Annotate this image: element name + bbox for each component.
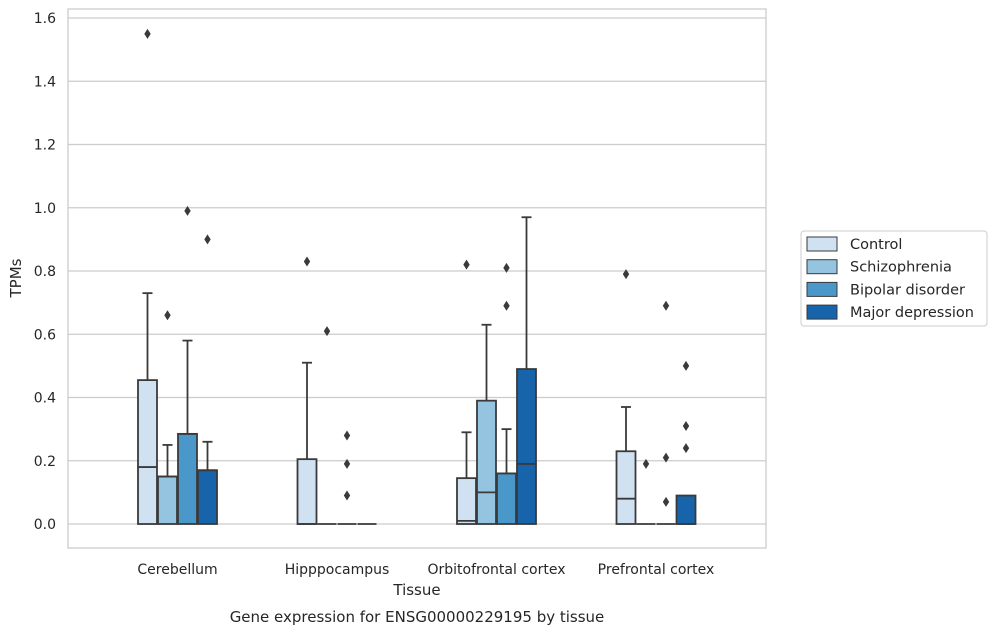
plot-background — [68, 9, 766, 548]
box-iqr — [675, 494, 697, 525]
box-schizophrenia — [636, 458, 656, 525]
box-iqr — [197, 469, 218, 525]
legend-label: Bipolar disorder — [850, 282, 965, 298]
y-tick-label: 0.0 — [34, 517, 56, 533]
box-iqr — [177, 432, 198, 525]
x-tick-label: Hipppocampus — [285, 562, 390, 578]
outlier-point — [642, 458, 650, 469]
box-control — [456, 259, 477, 525]
legend-label: Control — [850, 237, 902, 253]
box-major-depression — [197, 234, 218, 525]
box-iqr — [516, 368, 537, 525]
outlier-point — [323, 326, 331, 337]
box-iqr — [476, 399, 497, 525]
box-iqr — [615, 450, 637, 525]
outlier-point — [343, 430, 351, 441]
outlier-point — [662, 496, 670, 507]
outlier-point — [662, 300, 670, 311]
outlier-point — [204, 234, 211, 245]
box-bipolar-disorder — [177, 205, 198, 525]
box-major-depression — [516, 216, 537, 525]
outlier-point — [503, 300, 510, 311]
y-tick-label: 1.2 — [34, 138, 56, 154]
outlier-point — [662, 452, 670, 463]
outlier-point — [144, 28, 151, 39]
legend: Control Schizophrenia Bipolar disorder Majo… — [800, 230, 988, 327]
y-tick-label: 1.4 — [34, 74, 56, 90]
box-schizophrenia — [157, 310, 178, 525]
box-iqr — [456, 477, 477, 525]
box-plots — [137, 28, 697, 525]
legend-label: Schizophrenia — [850, 260, 952, 276]
legend-swatch — [806, 281, 838, 297]
box-iqr — [157, 475, 178, 525]
plot-frame — [67, 8, 767, 549]
y-tick-label: 0.8 — [34, 264, 56, 280]
outlier-point — [463, 259, 470, 270]
outlier-point — [682, 360, 690, 371]
y-tick-label: 0.2 — [34, 454, 56, 470]
x-tick-label: Cerebellum — [137, 562, 217, 578]
box-control — [296, 256, 318, 525]
box-bipolar-disorder — [337, 430, 357, 525]
y-tick-label: 0.6 — [34, 327, 56, 343]
legend-label: Major depression — [850, 305, 974, 321]
y-tick-label: 1.6 — [34, 11, 56, 27]
x-tick-label: Orbitofrontal cortex — [428, 562, 566, 578]
outlier-point — [682, 443, 690, 454]
outlier-point — [503, 262, 510, 273]
x-tick-label: Prefrontal cortex — [598, 562, 715, 578]
box-bipolar-disorder — [656, 300, 676, 525]
y-axis-label: TPMs — [7, 258, 25, 298]
x-tick-labels: Cerebellum Hipppocampus Orbitofrontal cort… — [137, 562, 714, 578]
legend-swatch — [806, 304, 838, 320]
outlier-point — [303, 256, 311, 267]
outlier-point — [343, 458, 351, 469]
box-bipolar-disorder — [496, 262, 517, 525]
box-iqr — [137, 379, 158, 525]
box-schizophrenia — [476, 323, 497, 525]
box-major-depression — [675, 360, 697, 525]
legend-swatch — [806, 236, 838, 252]
y-tick-label: 0.4 — [34, 391, 56, 407]
outlier-point — [343, 490, 351, 501]
box-iqr — [496, 472, 517, 525]
y-tick-labels: 0.0 0.2 0.4 0.6 0.8 1.0 1.2 1.4 1.6 — [34, 11, 56, 533]
outlier-point — [164, 310, 171, 321]
box-iqr — [296, 458, 318, 525]
outlier-point — [682, 420, 690, 431]
outlier-point — [184, 205, 191, 216]
box-control — [137, 28, 158, 525]
outlier-point — [622, 269, 630, 280]
box-control — [615, 269, 637, 525]
figure-caption: Gene expression for ENSG00000229195 by t… — [230, 608, 605, 626]
y-tick-label: 1.0 — [34, 201, 56, 217]
x-axis-label: Tissue — [392, 581, 440, 599]
legend-frame — [800, 230, 988, 327]
box-schizophrenia — [317, 326, 337, 525]
legend-swatch — [806, 259, 838, 275]
